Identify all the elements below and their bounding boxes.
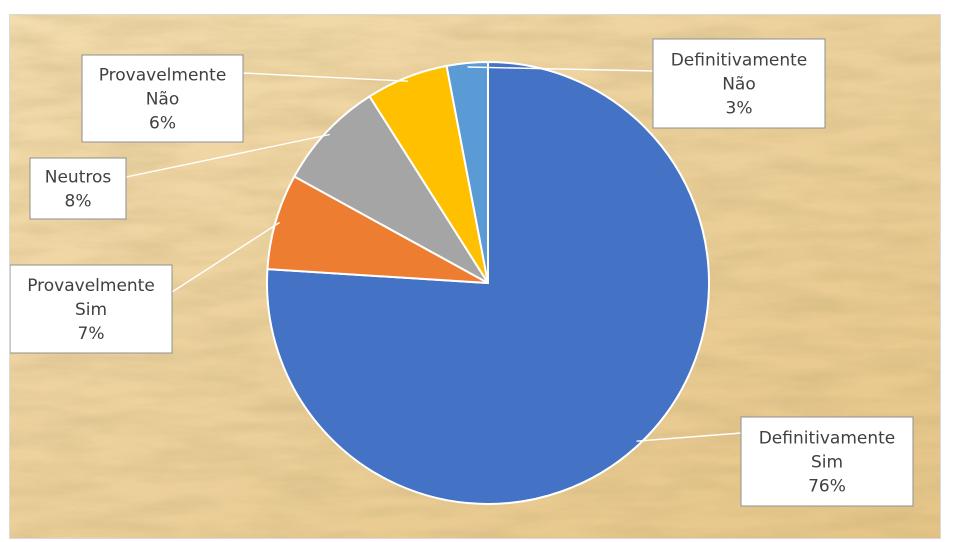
- data-label-provavelmente-nao: Provavelmente Não 6%: [81, 54, 244, 143]
- data-label-category: Não: [722, 75, 756, 95]
- pie-chart: Definitivamente Sim 76% Provavelmente Sim 7% N…: [10, 15, 940, 538]
- chart-container: Definitivamente Sim 76% Provavelmente Sim 7% N…: [9, 14, 941, 539]
- data-label-category: Sim: [811, 453, 843, 473]
- data-label-category: Não: [146, 90, 180, 110]
- data-label-category: Definitivamente: [759, 429, 896, 449]
- leader-line-definitivamente-nao: [467, 66, 654, 72]
- pie-slice-neutros: [292, 95, 489, 284]
- data-label-percent: 76%: [808, 477, 846, 497]
- data-label-category: Sim: [75, 300, 107, 320]
- data-label-box: [29, 157, 127, 220]
- leader-line-provavelmente-sim: [171, 221, 280, 293]
- data-label-percent: 7%: [78, 324, 105, 344]
- data-label-box: [652, 38, 826, 129]
- data-label-percent: 8%: [65, 192, 92, 212]
- leader-line-neutros: [125, 133, 330, 178]
- data-label-box: [740, 416, 914, 507]
- data-label-provavelmente-sim: Provavelmente Sim 7%: [10, 264, 173, 354]
- data-label-category: Neutros: [45, 168, 112, 188]
- data-label-box: [81, 54, 244, 143]
- data-label-box: [10, 264, 173, 354]
- data-label-category: Provavelmente: [27, 276, 155, 296]
- data-label-category: Provavelmente: [99, 66, 227, 86]
- data-label-percent: 3%: [726, 99, 753, 119]
- pie-slice-definitivamente-nao: [445, 60, 489, 284]
- data-labels: Definitivamente Sim 76% Provavelmente Sim 7% N…: [10, 38, 914, 507]
- pie-slice-definitivamente-sim: [266, 60, 710, 505]
- leader-line-provavelmente-nao: [242, 72, 409, 82]
- leader-lines: [125, 66, 742, 442]
- data-label-percent: 6%: [149, 114, 176, 134]
- data-label-neutros: Neutros 8%: [29, 157, 127, 220]
- data-label-definitivamente-nao: Definitivamente Não 3%: [652, 38, 826, 129]
- data-label-category: Definitivamente: [671, 51, 808, 71]
- leader-line-definitivamente-sim: [636, 432, 742, 442]
- pie-slices: [266, 60, 710, 505]
- data-label-definitivamente-sim: Definitivamente Sim 76%: [740, 416, 914, 507]
